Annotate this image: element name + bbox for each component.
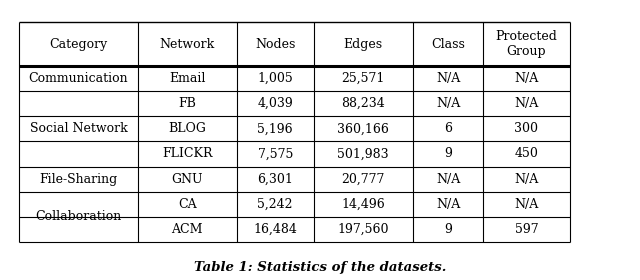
Text: Protected
Group: Protected Group: [495, 30, 557, 58]
Text: N/A: N/A: [436, 72, 460, 85]
Text: 450: 450: [515, 148, 538, 160]
Text: Class: Class: [431, 38, 465, 51]
Text: Nodes: Nodes: [255, 38, 296, 51]
Text: N/A: N/A: [515, 72, 538, 85]
Text: 300: 300: [515, 122, 538, 135]
Text: 16,484: 16,484: [253, 223, 297, 236]
Text: 360,166: 360,166: [337, 122, 389, 135]
Text: Category: Category: [49, 38, 108, 51]
Text: Social Network: Social Network: [29, 122, 127, 135]
Text: 25,571: 25,571: [342, 72, 385, 85]
Text: 1,005: 1,005: [257, 72, 293, 85]
Text: 7,575: 7,575: [257, 148, 293, 160]
Text: 5,242: 5,242: [257, 198, 293, 211]
Text: Table 1: Statistics of the datasets.: Table 1: Statistics of the datasets.: [194, 261, 446, 274]
Text: N/A: N/A: [515, 173, 538, 186]
Text: N/A: N/A: [436, 97, 460, 110]
Text: FB: FB: [179, 97, 196, 110]
Text: 6,301: 6,301: [257, 173, 293, 186]
Text: 9: 9: [444, 148, 452, 160]
Text: N/A: N/A: [515, 97, 538, 110]
Text: 88,234: 88,234: [341, 97, 385, 110]
Text: 20,777: 20,777: [342, 173, 385, 186]
Text: FLICKR: FLICKR: [162, 148, 212, 160]
Text: 5,196: 5,196: [257, 122, 293, 135]
Text: BLOG: BLOG: [168, 122, 206, 135]
Text: N/A: N/A: [436, 173, 460, 186]
Text: Collaboration: Collaboration: [35, 211, 122, 223]
Text: N/A: N/A: [515, 198, 538, 211]
Text: Email: Email: [169, 72, 205, 85]
Text: ACM: ACM: [172, 223, 203, 236]
Text: 6: 6: [444, 122, 452, 135]
Text: Edges: Edges: [344, 38, 383, 51]
Text: CA: CA: [178, 198, 196, 211]
Text: 9: 9: [444, 223, 452, 236]
Text: 597: 597: [515, 223, 538, 236]
Text: File-Sharing: File-Sharing: [39, 173, 118, 186]
Text: GNU: GNU: [172, 173, 203, 186]
Text: 197,560: 197,560: [337, 223, 389, 236]
Text: 4,039: 4,039: [257, 97, 293, 110]
Text: Communication: Communication: [29, 72, 128, 85]
Text: 501,983: 501,983: [337, 148, 389, 160]
Text: N/A: N/A: [436, 198, 460, 211]
Text: Network: Network: [159, 38, 215, 51]
Text: 14,496: 14,496: [341, 198, 385, 211]
